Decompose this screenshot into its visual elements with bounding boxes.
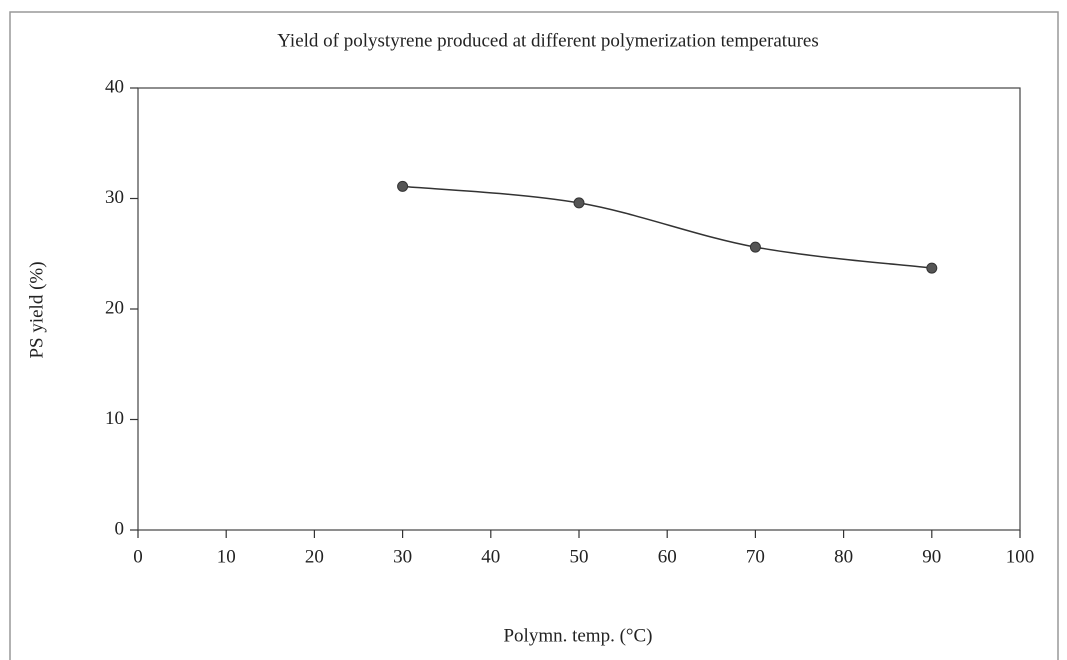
data-point [926,262,938,274]
x-tick-label: 20 [305,546,324,567]
y-axis-label: PS yield (%) [26,261,47,358]
x-tick-label: 40 [481,546,500,567]
x-tick-label: 60 [658,546,677,567]
x-tick-label: 0 [133,546,143,567]
data-point [397,180,409,192]
y-tick-label: 10 [105,408,124,429]
data-point [749,241,761,253]
chart-title: Yield of polystyrene produced at differe… [277,30,819,51]
y-tick-label: 30 [105,187,124,208]
data-line [402,185,932,269]
data-point [573,197,585,209]
y-tick-label: 40 [105,76,124,97]
x-tick-label: 90 [922,546,941,567]
x-tick-label: 80 [834,546,853,567]
x-tick-label: 30 [393,546,412,567]
y-tick-label: 20 [105,297,124,318]
x-axis-label: Polymn. temp. (°C) [503,625,652,646]
x-tick-label: 100 [1006,546,1035,567]
plot-area [137,87,1021,531]
frame [9,11,1059,660]
x-tick-label: 10 [217,546,236,567]
x-tick-label: 70 [746,546,765,567]
y-tick-label: 0 [115,518,125,539]
x-tick-label: 50 [570,546,589,567]
